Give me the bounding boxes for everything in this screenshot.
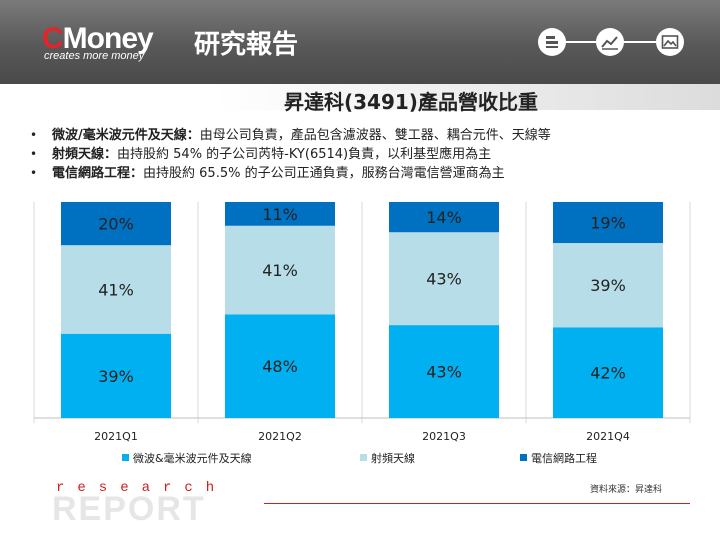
data-label: 43% [426, 363, 462, 382]
data-label: 42% [590, 364, 626, 383]
header-connector-line [620, 41, 668, 43]
data-label: 11% [262, 205, 298, 224]
bar-segment [553, 243, 663, 328]
x-tick-label: 2021Q1 [94, 430, 138, 443]
brand-logo: CMoney [42, 22, 154, 55]
bar-segment [225, 314, 335, 418]
bar-segment [553, 327, 663, 418]
bar-segment [389, 232, 499, 326]
bullet-item: 射頻天線：由持股約 54% 的子公司芮特-KY(6514)負責，以利基型應用為主 [30, 145, 710, 164]
source-note: 資料來源：昇達科 [589, 485, 662, 495]
data-label: 39% [590, 276, 626, 295]
header-connector-line [548, 41, 602, 43]
legend-label: 射頻天線 [371, 451, 415, 465]
data-label: 19% [590, 214, 626, 233]
bar-segment [389, 325, 499, 418]
legend-swatch [520, 454, 527, 461]
bar-segment [61, 202, 171, 246]
bullet-item: 電信網路工程：由持股約 65.5% 的子公司正通負責，服務台灣電信營運商為主 [30, 164, 710, 183]
data-label: 43% [426, 270, 462, 289]
bar-segment [389, 202, 499, 233]
data-label: 41% [262, 261, 298, 280]
stacked-bar-chart: 39% 41% 20% 2021Q1 48% 41% 11% 2021Q2 43% 43% 14% 2… [33, 202, 691, 465]
trend-chart-icon[interactable] [596, 28, 624, 56]
image-icon[interactable] [656, 28, 684, 56]
footer-report-text: REPORT [52, 490, 206, 528]
bar-segment [61, 245, 171, 334]
bar-segment [225, 225, 335, 315]
bullet-list: 微波/毫米波元件及天線：由母公司負責，產品包含濾波器、雙工器、耦合元件、天線等 … [30, 126, 710, 183]
data-label: 20% [98, 215, 134, 234]
list-icon[interactable] [538, 28, 566, 56]
bar-segment [61, 333, 171, 418]
footer-divider [264, 503, 690, 504]
page-title: 昇達科(3491)產品營收比重 [284, 90, 538, 114]
data-label: 14% [426, 208, 462, 227]
x-tick-label: 2021Q3 [422, 430, 466, 443]
bar-segment [553, 202, 663, 244]
bullet-item: 微波/毫米波元件及天線：由母公司負責，產品包含濾波器、雙工器、耦合元件、天線等 [30, 126, 710, 145]
legend-swatch [122, 454, 129, 461]
brand-chinese-name: 研究報告 [194, 30, 299, 60]
legend-label: 電信網路工程 [531, 451, 597, 465]
legend-swatch [360, 454, 367, 461]
x-tick-label: 2021Q2 [258, 430, 302, 443]
footer-research-text: research [56, 480, 228, 496]
data-label: 48% [262, 357, 298, 376]
brand-tagline: creates more money [44, 50, 145, 62]
bar-segment [225, 202, 335, 226]
data-label: 41% [98, 280, 134, 299]
legend-label: 微波&毫米波元件及天線 [133, 451, 252, 465]
x-tick-label: 2021Q4 [586, 430, 630, 443]
title-band [0, 84, 720, 110]
data-label: 39% [98, 367, 134, 386]
